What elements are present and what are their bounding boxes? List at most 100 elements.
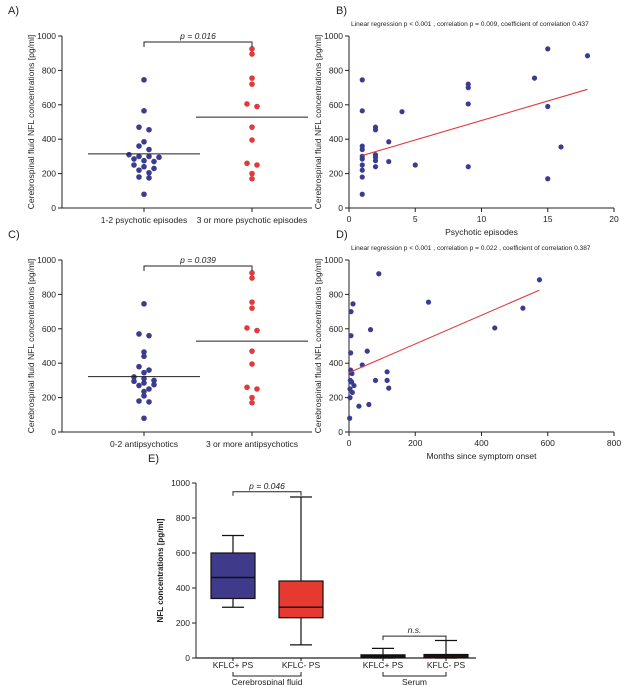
data-point <box>141 353 147 360</box>
x-tick-label: 15 <box>543 214 553 224</box>
x-tick-label: KFLC+ PS <box>363 660 404 670</box>
data-point <box>254 327 260 334</box>
y-tick-label: 800 <box>329 289 343 299</box>
data-point <box>545 176 551 182</box>
data-point <box>347 415 353 421</box>
data-point <box>545 46 551 52</box>
panel-label: B) <box>336 5 347 17</box>
y-tick-label: 800 <box>329 65 343 75</box>
x-tick-label: 0 <box>347 214 352 224</box>
y-tick-label: 800 <box>176 513 190 523</box>
data-point <box>141 375 147 382</box>
data-point <box>146 386 152 392</box>
data-point <box>249 305 255 311</box>
data-point <box>348 309 354 315</box>
significance-bracket <box>143 41 253 47</box>
data-point <box>249 137 255 143</box>
y-tick-label: 1000 <box>37 31 56 41</box>
data-point <box>136 174 142 180</box>
y-tick-label: 600 <box>42 324 56 334</box>
x-tick-label: 200 <box>408 438 422 448</box>
data-point <box>146 146 152 153</box>
y-tick-label: 0 <box>185 653 190 663</box>
data-point <box>531 75 538 81</box>
panel-label: D) <box>336 229 348 241</box>
box-3: KFLC+ PS <box>360 647 406 670</box>
data-point <box>492 325 498 331</box>
data-point <box>249 361 255 367</box>
significance-annotation: p = 0.046 <box>248 481 285 491</box>
significance-annotation: n.s. <box>408 625 422 635</box>
x-tick-label: 400 <box>474 438 488 448</box>
data-point <box>151 381 157 388</box>
regression-line <box>348 289 540 374</box>
data-point <box>367 327 374 333</box>
p-value-annotation: p = 0.039 <box>179 255 216 265</box>
y-tick-label: 1000 <box>37 255 56 265</box>
data-point <box>359 108 365 114</box>
chart-title: Linear regression p < 0.001 , correlatio… <box>351 245 591 252</box>
y-tick-label: 800 <box>42 65 56 75</box>
y-tick-label: 200 <box>42 393 56 403</box>
x-tick-label: 20 <box>609 214 619 224</box>
data-point <box>412 162 418 168</box>
y-tick-label: 200 <box>329 393 343 403</box>
x-tick-label: 0-2 antipsychotics <box>110 439 178 449</box>
data-point <box>141 191 147 198</box>
y-axis-label: Cerebrospinal fluid NFL concentrations [… <box>313 35 323 210</box>
panel-label: C) <box>8 229 20 241</box>
data-point <box>249 75 255 81</box>
y-tick-label: 1000 <box>324 255 343 265</box>
y-tick-label: 600 <box>329 324 343 334</box>
data-point <box>536 277 543 283</box>
data-point <box>386 158 392 165</box>
data-point <box>348 350 354 356</box>
regression-line <box>362 88 588 157</box>
box-body <box>210 552 256 600</box>
y-axis-label: NFL concentrations [pg/ml] <box>156 518 165 622</box>
box-4: KFLC- PS <box>423 639 469 670</box>
y-axis-label: Cerebrospinal fluid NFL concentrations [… <box>26 35 36 210</box>
y-tick-label: 400 <box>329 134 343 144</box>
significance-bracket <box>382 635 447 641</box>
data-point <box>141 393 147 399</box>
y-tick-label: 1000 <box>171 478 190 488</box>
y-tick-label: 0 <box>338 203 343 213</box>
data-point <box>359 162 365 168</box>
data-point <box>244 160 250 167</box>
p-value-annotation: p = 0.016 <box>179 31 216 41</box>
y-tick-label: 200 <box>329 169 343 179</box>
data-point <box>249 275 255 281</box>
x-axis-label: Months since symptom onset <box>426 451 537 461</box>
x-tick-label: KFLC+ PS <box>213 660 254 670</box>
data-point <box>372 158 379 164</box>
x-tick-label: 800 <box>607 438 621 448</box>
data-point <box>376 271 382 277</box>
data-point <box>249 124 255 130</box>
group-bracket <box>232 672 302 677</box>
data-point <box>146 126 152 133</box>
data-point <box>384 369 390 375</box>
data-point <box>386 385 392 391</box>
data-point <box>372 127 379 133</box>
data-point <box>141 157 147 164</box>
data-point <box>151 158 157 165</box>
x-tick-label: KFLC- PS <box>282 660 321 670</box>
data-point <box>136 153 142 160</box>
data-point <box>254 162 260 168</box>
significance-bracket <box>232 491 302 496</box>
data-point <box>249 399 255 406</box>
y-tick-label: 400 <box>176 583 190 593</box>
data-point <box>146 153 152 160</box>
data-point <box>348 333 354 339</box>
data-point <box>131 156 137 162</box>
data-point <box>141 388 147 395</box>
data-point <box>359 156 365 162</box>
y-tick-label: 400 <box>42 358 56 368</box>
significance-bracket <box>143 265 253 271</box>
data-point <box>244 384 250 391</box>
